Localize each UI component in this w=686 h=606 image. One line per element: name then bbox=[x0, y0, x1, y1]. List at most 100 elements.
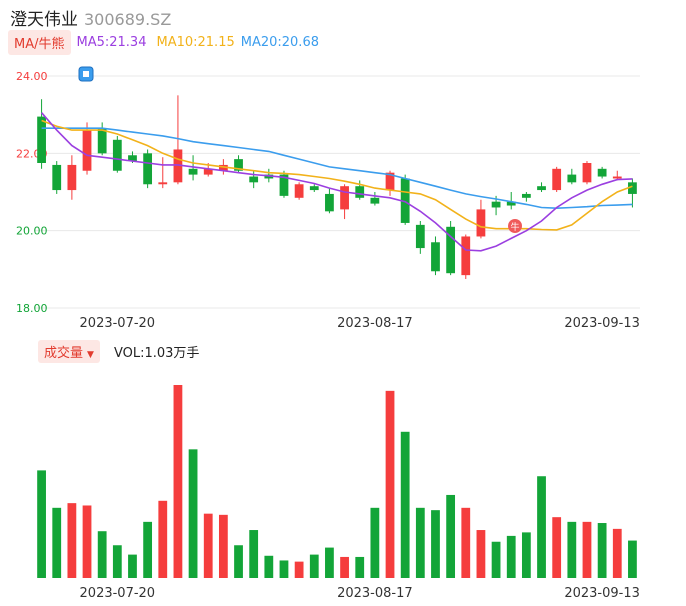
candle-body bbox=[249, 176, 259, 183]
moving-averages bbox=[40, 112, 633, 252]
candle-body bbox=[340, 186, 349, 210]
candle-body bbox=[431, 242, 440, 272]
volume-bar bbox=[37, 470, 46, 578]
candle-body bbox=[112, 139, 122, 171]
volume-indicator-button[interactable]: 成交量 ▼ bbox=[38, 339, 100, 363]
volume-bar bbox=[143, 521, 153, 578]
candle-body bbox=[97, 128, 107, 154]
candle-body bbox=[67, 164, 77, 191]
candle bbox=[67, 155, 77, 200]
candle bbox=[628, 178, 637, 208]
candle-body bbox=[597, 168, 607, 177]
candle-body bbox=[37, 116, 46, 163]
dropdown-caret-icon: ▼ bbox=[87, 349, 94, 360]
volume-bar bbox=[325, 547, 334, 578]
candle-body bbox=[491, 201, 501, 208]
candle-body bbox=[446, 226, 456, 274]
candle-body bbox=[537, 186, 546, 191]
candle-body bbox=[309, 186, 319, 191]
ma20-line bbox=[41, 127, 633, 210]
x-tick-label: 2023-09-13 bbox=[564, 316, 640, 331]
y-tick-label: 18.00 bbox=[16, 302, 48, 315]
volume-bar bbox=[112, 545, 122, 578]
candle bbox=[82, 122, 92, 175]
candle-body bbox=[188, 168, 198, 175]
candle bbox=[415, 221, 425, 254]
volume-bar bbox=[521, 532, 531, 578]
volume-bar bbox=[582, 521, 592, 578]
candle bbox=[597, 166, 607, 179]
volume-bar bbox=[552, 517, 562, 578]
candle-body bbox=[325, 193, 334, 212]
volume-bar bbox=[431, 510, 440, 578]
volume-bar bbox=[415, 507, 425, 578]
x-tick-label: 2023-07-20 bbox=[80, 586, 156, 601]
ma10-line bbox=[41, 119, 633, 231]
svg-text:牛: 牛 bbox=[510, 221, 519, 233]
candle-body bbox=[234, 159, 243, 171]
volume-bar bbox=[309, 554, 319, 578]
volume-legend: 成交量 ▼ VOL:1.03万手 bbox=[38, 339, 199, 363]
volume-bar bbox=[612, 528, 622, 578]
candle-body bbox=[158, 182, 168, 185]
ma-toggle-button[interactable]: MA/牛熊 bbox=[8, 29, 71, 55]
volume-bar bbox=[97, 531, 107, 578]
candle-body bbox=[52, 164, 62, 191]
volume-bar bbox=[385, 390, 395, 578]
candle bbox=[309, 184, 319, 192]
candle-body bbox=[173, 149, 183, 183]
candle bbox=[400, 174, 410, 225]
volume-bar bbox=[188, 449, 198, 578]
candle bbox=[567, 168, 577, 185]
volume-bar bbox=[628, 540, 637, 578]
volume-bar bbox=[476, 530, 486, 578]
volume-bar bbox=[446, 494, 456, 578]
stock-name: 澄天伟业 bbox=[10, 10, 78, 30]
signal-icon[interactable] bbox=[78, 66, 94, 82]
volume-bar bbox=[218, 514, 228, 578]
x-tick-label: 2023-08-17 bbox=[337, 316, 413, 331]
candle bbox=[294, 182, 304, 200]
volume-bar bbox=[279, 560, 289, 578]
candle-body bbox=[218, 164, 228, 171]
candle-body bbox=[370, 197, 380, 204]
volume-bar bbox=[128, 554, 137, 578]
bull-icon[interactable]: 牛 bbox=[508, 219, 522, 233]
candle-body bbox=[385, 172, 395, 191]
volume-indicator-label: 成交量 bbox=[44, 345, 84, 361]
candle bbox=[521, 192, 531, 202]
candle bbox=[431, 236, 440, 276]
x-tick-label: 2023-07-20 bbox=[80, 316, 156, 331]
ma5-legend: MA5:21.34 bbox=[76, 34, 147, 50]
candle-body bbox=[582, 163, 592, 183]
candle bbox=[552, 166, 562, 192]
candle-body bbox=[355, 186, 365, 198]
stock-code: 300689.SZ bbox=[84, 10, 172, 29]
volume-bar bbox=[597, 523, 607, 578]
candle-body bbox=[521, 193, 531, 198]
candle-body bbox=[476, 209, 486, 237]
volume-bar bbox=[294, 561, 304, 578]
volume-bar bbox=[461, 507, 471, 578]
y-tick-label: 24.00 bbox=[16, 70, 48, 83]
volume-bar bbox=[249, 530, 259, 578]
volume-bar bbox=[567, 521, 577, 578]
candle-body bbox=[628, 182, 637, 194]
ma10-legend: MA10:21.15 bbox=[156, 34, 235, 50]
volume-bar bbox=[173, 385, 183, 578]
candle-body bbox=[143, 153, 153, 185]
candle bbox=[612, 170, 622, 181]
candle bbox=[340, 184, 349, 220]
candle bbox=[52, 161, 62, 194]
candle-body bbox=[400, 178, 410, 223]
candle-body bbox=[567, 174, 577, 183]
ma20-legend: MA20:20.68 bbox=[240, 34, 319, 50]
markers: 牛 bbox=[78, 66, 522, 233]
candle bbox=[143, 149, 153, 189]
volume-bar bbox=[370, 507, 380, 578]
candle bbox=[461, 234, 471, 279]
candle bbox=[173, 95, 183, 185]
candle-body bbox=[415, 224, 425, 249]
